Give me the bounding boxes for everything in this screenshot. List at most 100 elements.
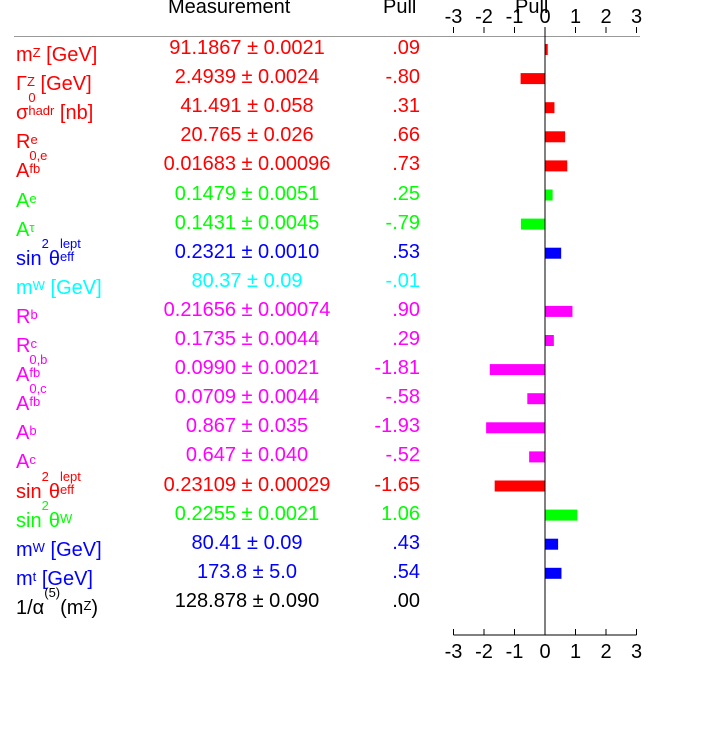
symbol: m <box>16 538 33 561</box>
symbol: A <box>16 393 30 416</box>
pull-value: .31 <box>392 95 420 118</box>
measurement-value: 0.867 ± 0.035 <box>185 415 309 438</box>
measurement-value: 0.21656 ± 0.00074 <box>163 298 331 321</box>
pull-bar <box>545 335 554 346</box>
observable-label: A 0,c fb <box>16 382 47 416</box>
pull-value: -.58 <box>385 386 420 409</box>
measurement-value: 128.878 ± 0.090 <box>174 589 320 612</box>
pull-bar <box>545 189 553 201</box>
pull-bar <box>545 247 562 259</box>
pull-value: .43 <box>392 531 420 554</box>
pull-bar <box>486 422 545 434</box>
script-stack: Z <box>33 37 41 63</box>
observable-label: A 0,e fb <box>16 149 47 183</box>
symbol: R <box>16 131 31 154</box>
bottom-tick-label: -1 <box>506 641 524 663</box>
measurement-value: 91.1867 ± 0.0021 <box>169 37 325 59</box>
unit: [GeV] <box>44 538 102 561</box>
pull-bar <box>527 393 545 405</box>
pull-value: .54 <box>392 560 420 583</box>
subscript: c <box>29 452 36 468</box>
symbol: 1/α <box>16 596 45 619</box>
pull-axis-title: Pull <box>515 0 549 18</box>
subscript: hadr <box>28 103 55 119</box>
script-stack: 0,b fb <box>29 353 47 383</box>
measurement-value: 0.1431 ± 0.0045 <box>174 211 320 234</box>
bottom-tick-label: 2 <box>600 641 611 663</box>
top-tick-label: 3 <box>631 6 642 28</box>
measurement-value: 0.0709 ± 0.0044 <box>174 386 320 409</box>
observable-label: sin 2 θ W <box>16 499 72 533</box>
measurement-value: 0.1735 ± 0.0044 <box>174 328 320 350</box>
observable-label: R e <box>16 124 38 154</box>
measurement-value: 0.2255 ± 0.0021 <box>174 502 320 525</box>
top-tick-label: -2 <box>475 6 493 28</box>
script-stack: e <box>29 183 36 209</box>
observable-label: A b <box>16 415 37 445</box>
unit: [nb] <box>54 102 94 125</box>
observable-label: 1/α (5) (m Z) <box>16 586 98 620</box>
bottom-tick-label: 1 <box>570 641 581 663</box>
observable-label: R b <box>16 299 38 329</box>
script-stack: Z <box>83 590 91 616</box>
pull-bar <box>494 480 545 492</box>
header-rule <box>14 36 640 37</box>
observable-label: sin 2 θ lept eff <box>16 470 81 504</box>
observable-label: R c <box>16 328 37 358</box>
subscript: eff <box>59 481 75 497</box>
measurement-value: 80.37 ± 0.09 <box>191 269 303 292</box>
symbol: sin <box>16 480 42 503</box>
script-stack: b <box>29 415 36 441</box>
pull-bar <box>489 364 545 376</box>
pull-value: .73 <box>392 153 420 176</box>
pull-value: .00 <box>392 589 420 612</box>
superscript: (5) <box>44 584 61 600</box>
script-stack: 2 <box>42 237 49 267</box>
subscript: fb <box>29 365 41 381</box>
unit: [GeV] <box>36 567 93 590</box>
subscript: Z <box>27 74 35 90</box>
script-stack: 2 <box>42 470 49 500</box>
pull-value: .90 <box>392 298 420 321</box>
measurement-header: Measurement <box>168 0 291 18</box>
pull-bar <box>545 131 566 143</box>
subscript: Z <box>32 45 41 60</box>
observable-label: A c <box>16 444 36 474</box>
pull-bar <box>520 218 545 230</box>
bottom-tick-label: -3 <box>445 641 463 663</box>
script-stack: (5) <box>44 586 60 616</box>
superscript: 0,c <box>29 381 47 397</box>
script-stack: τ <box>29 212 34 238</box>
symbol: R <box>16 335 31 357</box>
bottom-tick-label: -2 <box>475 641 493 663</box>
superscript: 0 <box>28 90 36 106</box>
superscript: 2 <box>41 497 49 513</box>
subscript: W <box>32 277 45 293</box>
pull-bar <box>545 305 573 317</box>
top-tick-label: -3 <box>445 6 463 28</box>
pull-value: 1.06 <box>381 502 420 525</box>
symbol: θ <box>48 509 60 532</box>
pull-value: .09 <box>392 37 420 59</box>
script-stack: t <box>33 561 37 587</box>
pull-value: .29 <box>392 328 420 350</box>
pull-value: .25 <box>392 182 420 205</box>
measurement-value: 0.0990 ± 0.0021 <box>174 357 320 380</box>
pull-value: -.79 <box>385 211 420 234</box>
script-stack: W <box>33 532 45 558</box>
superscript: lept <box>59 468 81 484</box>
symbol: A <box>16 218 30 241</box>
symbol: m <box>16 44 33 66</box>
observable-label: m W [GeV] <box>16 532 102 562</box>
pull-value: -.80 <box>385 66 420 89</box>
unit: [GeV] <box>40 44 98 66</box>
bottom-tick-label: 3 <box>631 641 642 663</box>
pull-value: -.52 <box>385 444 420 467</box>
symbol: (m <box>60 596 84 619</box>
script-stack: c <box>30 328 37 354</box>
measurement-value: 0.01683 ± 0.00096 <box>163 153 331 176</box>
subscript: eff <box>59 248 75 264</box>
script-stack: W <box>33 270 45 296</box>
script-stack: b <box>30 299 37 325</box>
pull-bar <box>545 538 559 550</box>
